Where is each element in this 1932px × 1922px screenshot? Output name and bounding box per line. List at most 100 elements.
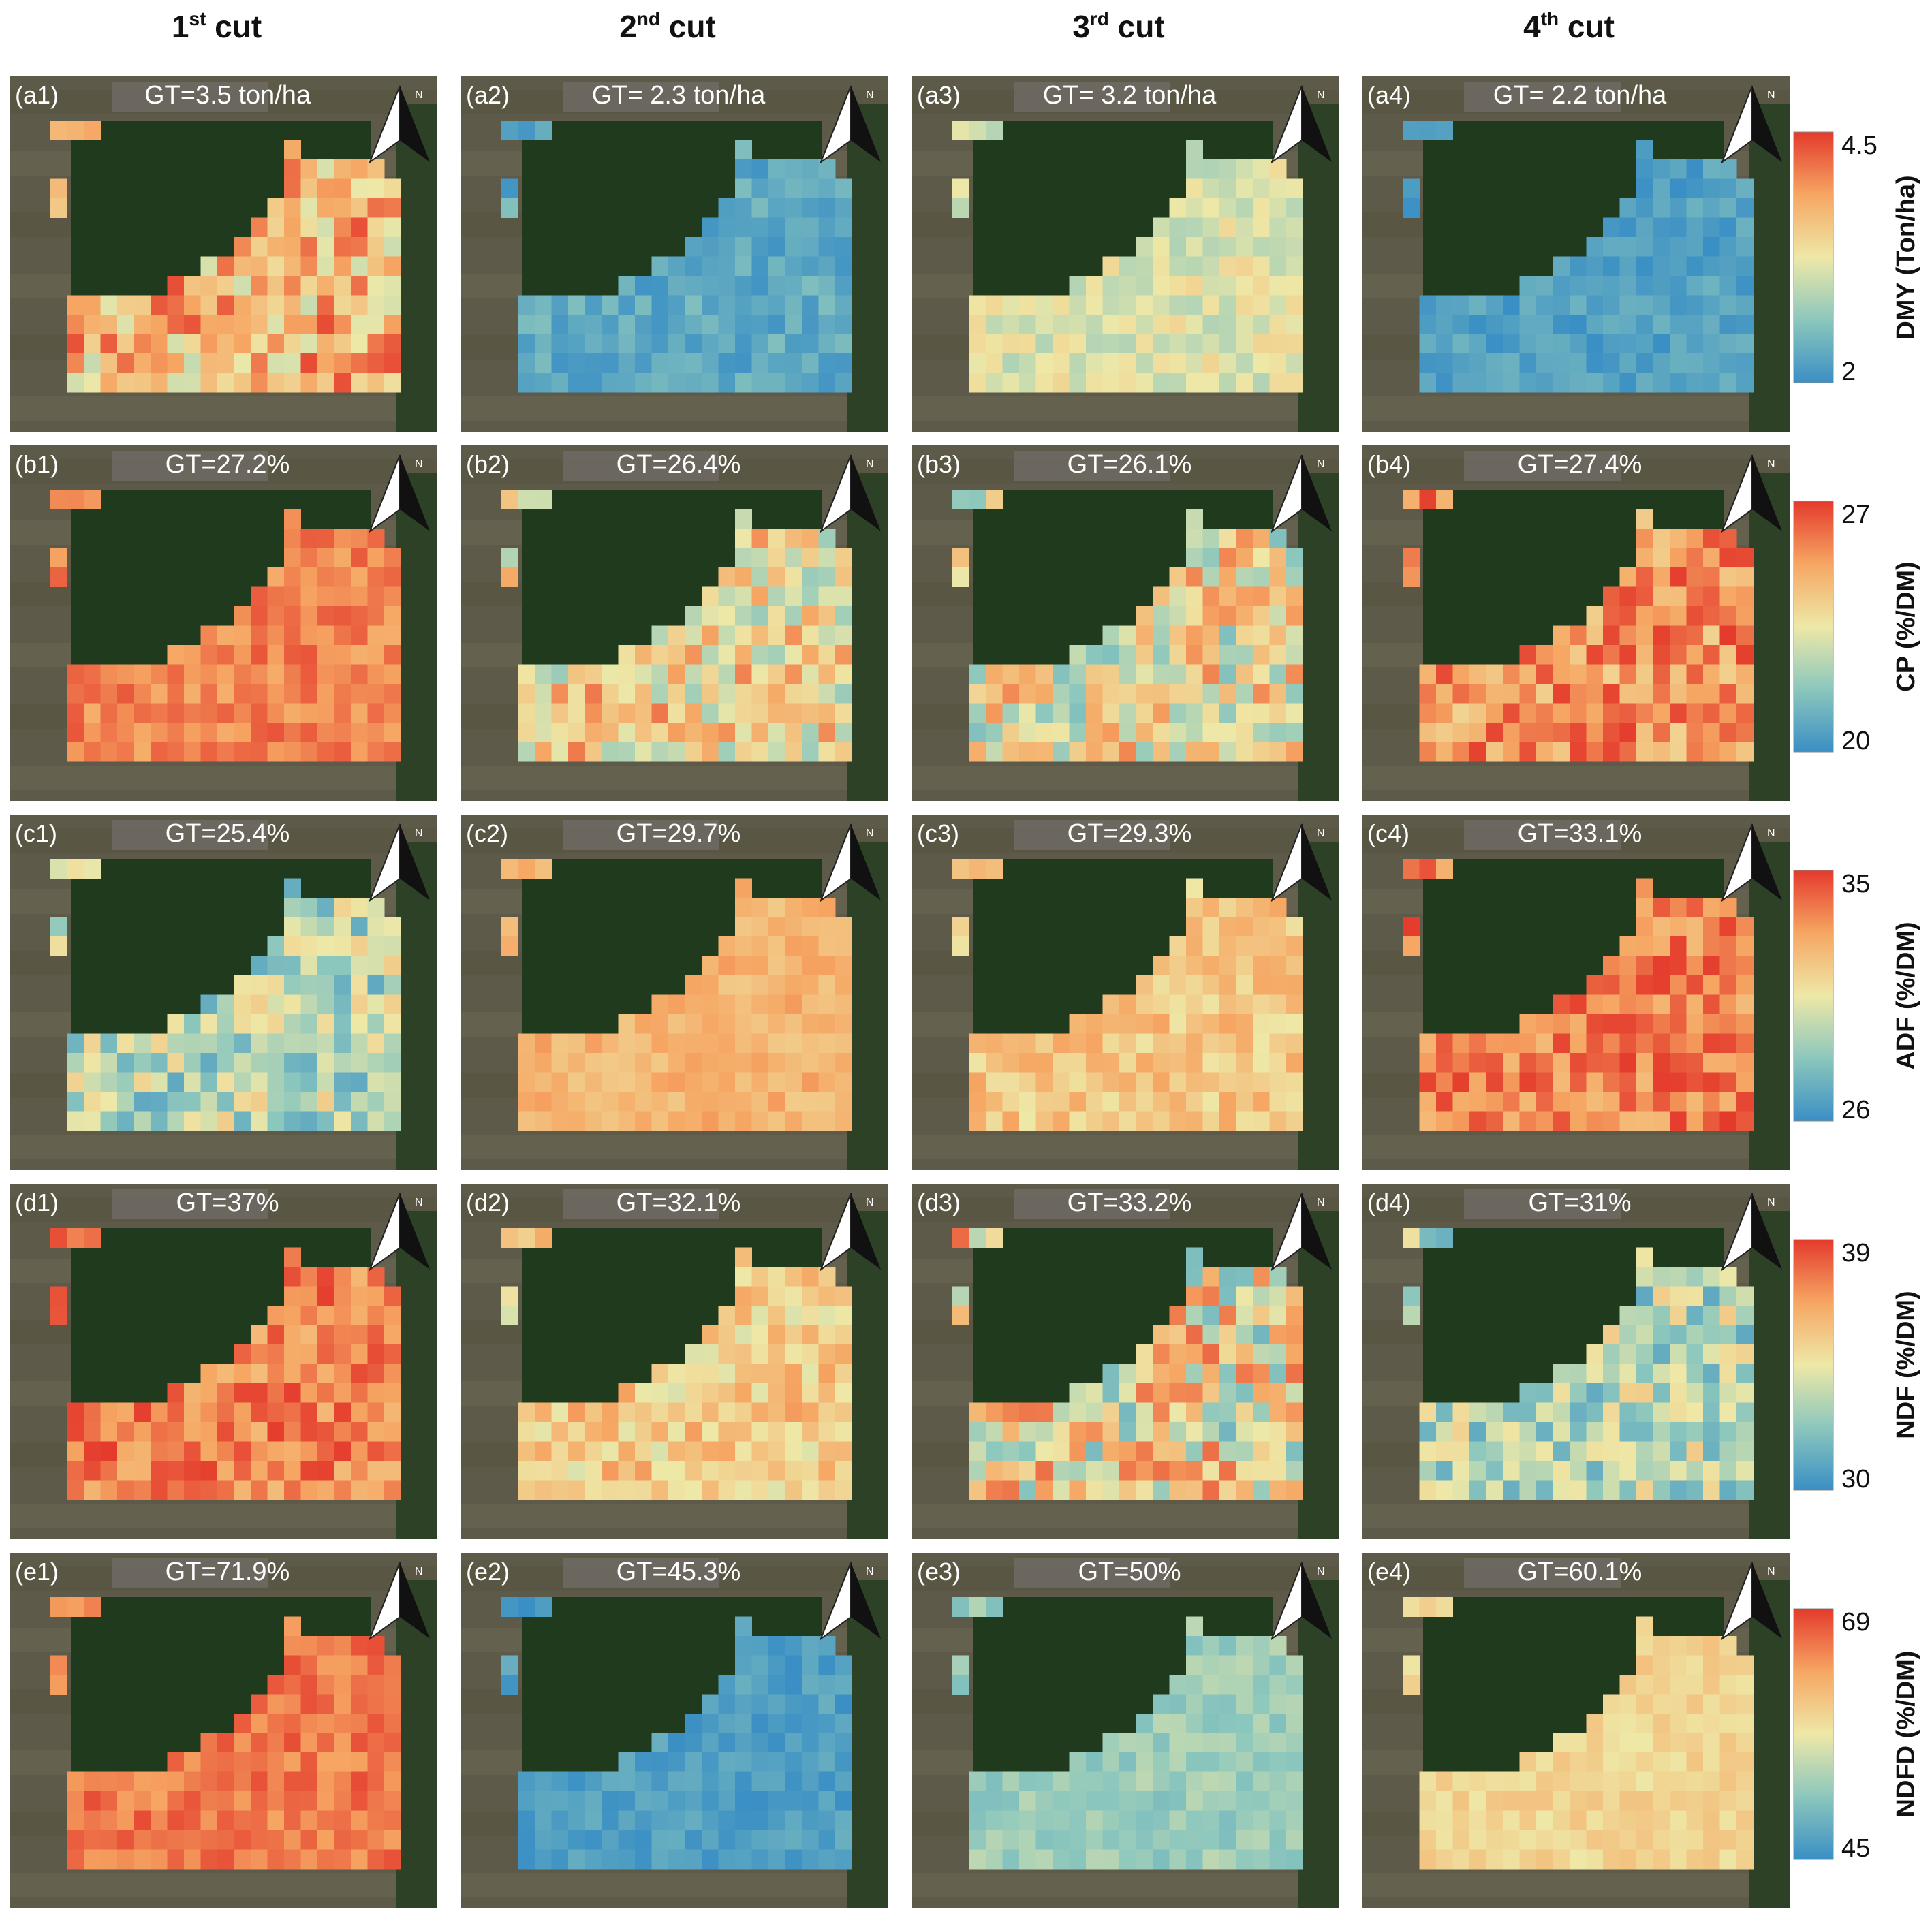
heatmap-cell: [1536, 703, 1553, 723]
heatmap-cell: [1619, 975, 1637, 995]
heatmap-cell: [718, 606, 736, 626]
heatmap-cell: [1169, 315, 1187, 334]
heatmap-cell: [785, 1306, 803, 1325]
heatmap-cell: [1469, 334, 1486, 354]
heatmap-cell: [1686, 1344, 1704, 1364]
heatmap-cell: [986, 334, 1003, 354]
heatmap-cell: [651, 1461, 669, 1481]
heatmap-cell: [1236, 1072, 1253, 1092]
heatmap-cell: [1403, 178, 1420, 199]
heatmap-cell: [702, 1733, 719, 1753]
heatmap-cell: [67, 373, 84, 393]
heatmap-cell: [1202, 1053, 1220, 1073]
heatmap-cell: [718, 703, 736, 723]
heatmap-cell: [1186, 1111, 1203, 1131]
heatmap-cell: [1603, 237, 1620, 257]
heatmap-cell: [1419, 1053, 1437, 1073]
heatmap-cell: [685, 256, 702, 277]
heatmap-cell: [1269, 315, 1287, 334]
heatmap-cell: [1686, 1791, 1704, 1811]
heatmap-cell: [1703, 1267, 1720, 1287]
heatmap-cell: [568, 1053, 585, 1073]
heatmap-cell: [200, 1849, 218, 1870]
heatmap-cell: [835, 1810, 852, 1831]
heatmap-cell: [1503, 334, 1520, 354]
heatmap-cell: [1119, 723, 1136, 742]
heatmap-cell: [1136, 1441, 1153, 1462]
heatmap-cell: [802, 1733, 819, 1753]
heatmap-cell: [251, 975, 268, 995]
heatmap-cell: [1503, 1480, 1520, 1500]
heatmap-cell: [835, 237, 852, 257]
heatmap-cell: [1703, 1752, 1720, 1772]
heatmap-cell: [284, 645, 301, 665]
heatmap-cell: [384, 975, 401, 995]
heatmap-cell: [1619, 1771, 1637, 1792]
heatmap-cell: [835, 1344, 852, 1364]
heatmap-cell: [568, 1461, 585, 1481]
heatmap-cell: [751, 1752, 769, 1772]
heatmap-cell: [735, 723, 752, 742]
heatmap-cell: [1619, 625, 1637, 646]
heatmap-cell: [835, 1714, 852, 1733]
heatmap-cell: [351, 936, 368, 956]
heatmap-cell: [1236, 936, 1253, 956]
heatmap-cell: [1069, 645, 1087, 665]
heatmap-cell: [1253, 1014, 1270, 1034]
heatmap-cell: [1219, 1344, 1236, 1364]
heatmap-cell: [735, 917, 752, 937]
heatmap-cell: [835, 334, 852, 354]
heatmap-cell: [651, 1480, 669, 1500]
heatmap-cell: [1253, 1655, 1270, 1675]
heatmap-cell: [751, 1014, 769, 1034]
heatmap-cell: [602, 1830, 619, 1850]
heatmap-cell: [1719, 956, 1737, 976]
heatmap-cell: [1719, 1364, 1737, 1384]
heatmap-cell: [1169, 1422, 1187, 1442]
heatmap-cell: [217, 1092, 234, 1112]
heatmap-cell: [284, 1694, 301, 1714]
heatmap-cell: [1469, 315, 1486, 334]
colorbar-variable-label: ADF (%/DM): [1892, 921, 1920, 1069]
heatmap-cell: [1253, 353, 1270, 373]
heatmap-cell: [317, 276, 334, 296]
heatmap-cell: [1086, 1849, 1103, 1870]
heatmap-cell: [1586, 1714, 1604, 1733]
heatmap-cell: [802, 1422, 819, 1442]
heatmap-cell: [1619, 1694, 1637, 1714]
heatmap-cell: [551, 353, 569, 373]
heatmap-cell: [735, 742, 752, 762]
heatmap-cell: [1119, 1752, 1136, 1772]
heatmap-cell: [351, 529, 368, 548]
heatmap-cell: [602, 703, 619, 723]
heatmap-cell: [1153, 994, 1170, 1015]
heatmap-cell: [1703, 315, 1720, 334]
heatmap-cell: [1736, 256, 1754, 277]
heatmap-cell: [702, 994, 719, 1015]
heatmap-cell: [768, 898, 785, 917]
heatmap-cell: [251, 586, 268, 607]
heatmap-cell: [1119, 1092, 1136, 1112]
heatmap-cell: [384, 334, 401, 354]
heatmap-cell: [1169, 217, 1187, 238]
heatmap-cell: [1236, 956, 1253, 976]
heatmap-cell: [1102, 353, 1120, 373]
heatmap-cell: [1269, 723, 1287, 742]
heatmap-cell: [1653, 1364, 1670, 1384]
heatmap-cell: [167, 1791, 185, 1811]
heatmap-cell: [1186, 1810, 1203, 1831]
heatmap-cell: [334, 529, 352, 548]
heatmap-cell: [1153, 1480, 1170, 1500]
heatmap-cell: [1603, 1752, 1620, 1772]
heatmap-cell: [1686, 198, 1704, 218]
heatmap-cell: [1636, 198, 1653, 218]
heatmap-cell: [1202, 1694, 1220, 1714]
heatmap-cell: [718, 1402, 736, 1423]
heatmap-cell: [835, 353, 852, 373]
heatmap-cell: [1419, 664, 1437, 684]
heatmap-cell: [1586, 975, 1604, 995]
heatmap-cell: [234, 1441, 251, 1462]
heatmap-cell: [1703, 1636, 1720, 1656]
heatmap-cell: [251, 334, 268, 354]
heatmap-cell: [835, 625, 852, 646]
